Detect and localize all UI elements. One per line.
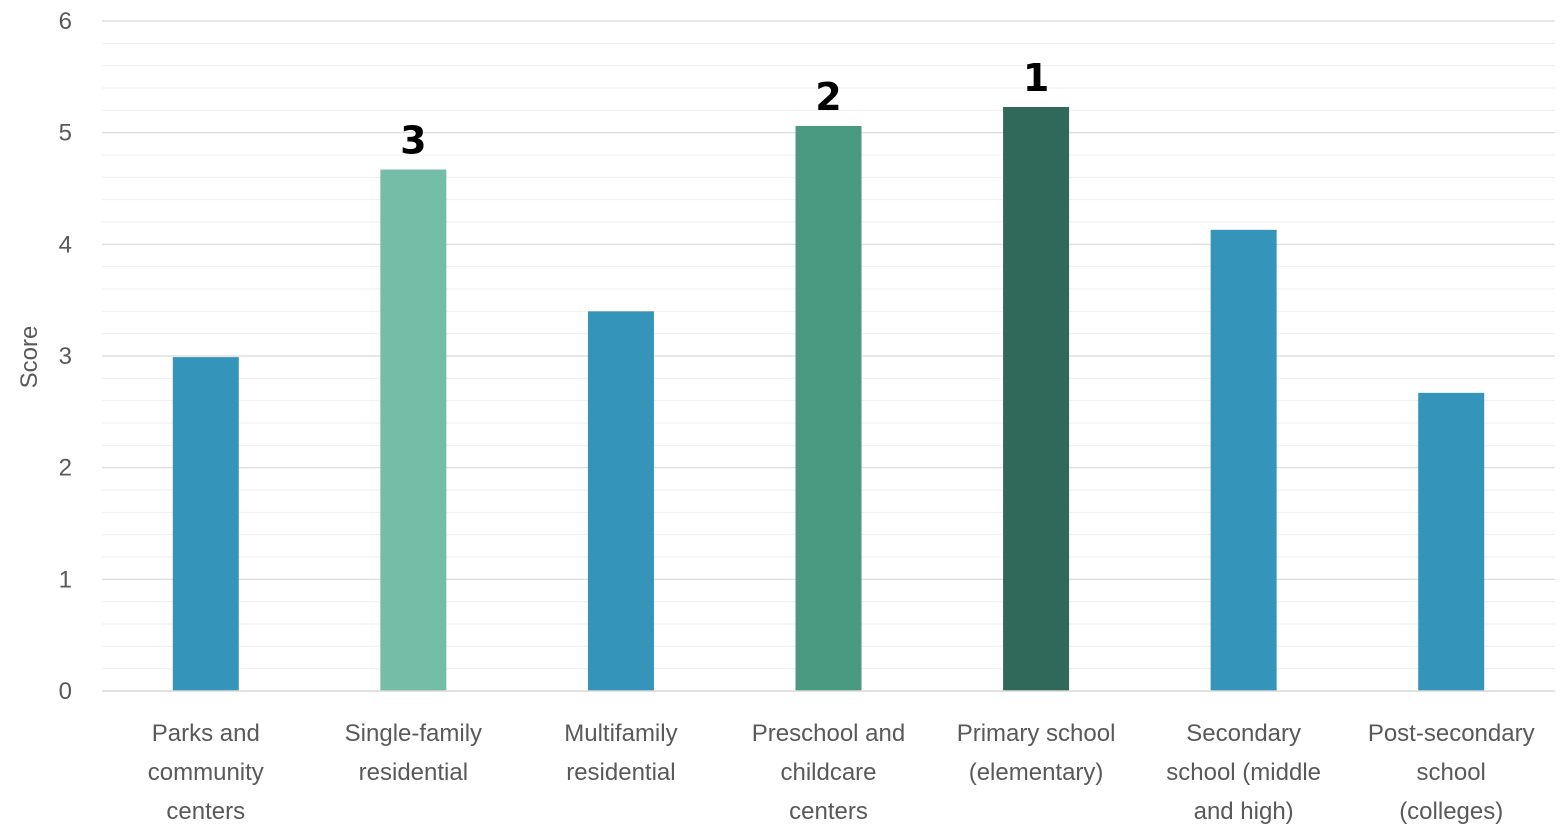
bar xyxy=(795,125,862,691)
rank-label: 1 xyxy=(1023,56,1049,100)
category-label-line: childcare xyxy=(780,759,876,786)
category-label-line: Preschool and xyxy=(752,720,905,747)
rank-label: 2 xyxy=(815,75,841,119)
rank-labels: 3 2 1 xyxy=(400,56,1049,163)
category-label-line: residential xyxy=(359,759,468,786)
y-tick-label: 2 xyxy=(59,455,72,482)
category-label: Primary school (elementary) xyxy=(957,720,1116,786)
category-label: Post-secondary school (colleges) xyxy=(1368,720,1535,825)
y-tick-label: 5 xyxy=(59,120,72,147)
bar xyxy=(380,169,447,691)
category-label-line: (elementary) xyxy=(969,759,1104,786)
category-label: Parks and community centers xyxy=(148,720,264,825)
category-label-line: centers xyxy=(166,798,245,825)
bar xyxy=(1210,229,1277,692)
category-label-line: Single-family xyxy=(345,720,482,747)
category-label: Multifamily residential xyxy=(564,720,677,786)
y-axis-title: Score xyxy=(16,326,43,389)
category-label-line: school xyxy=(1417,759,1486,786)
y-tick-label: 0 xyxy=(59,678,72,705)
bars xyxy=(172,106,1485,692)
category-label-line: Secondary xyxy=(1186,720,1301,747)
category-label: Single-family residential xyxy=(345,720,482,786)
y-tick-label: 3 xyxy=(59,343,72,370)
rank-label: 3 xyxy=(400,119,426,163)
bar xyxy=(1418,392,1485,691)
category-label-line: community xyxy=(148,759,264,786)
category-label-line: Primary school xyxy=(957,720,1116,747)
category-labels: Parks and community centers Single-family re… xyxy=(148,720,1535,825)
category-label-line: centers xyxy=(789,798,868,825)
category-label-line: school (middle xyxy=(1166,759,1321,786)
y-tick-label: 1 xyxy=(59,566,72,593)
bar xyxy=(1003,106,1070,691)
category-label-line: Parks and xyxy=(152,720,260,747)
category-label: Preschool and childcare centers xyxy=(752,720,905,825)
y-tick-label: 4 xyxy=(59,231,72,258)
category-label-line: Multifamily xyxy=(564,720,677,747)
y-axis-ticks: 0 1 2 3 4 5 6 xyxy=(59,8,72,705)
bar xyxy=(172,357,239,691)
bar xyxy=(587,311,654,691)
category-label-line: (colleges) xyxy=(1399,798,1503,825)
category-label-line: and high) xyxy=(1194,798,1294,825)
category-label-line: Post-secondary xyxy=(1368,720,1535,747)
category-label: Secondary school (middle and high) xyxy=(1166,720,1321,825)
y-tick-label: 6 xyxy=(59,8,72,35)
category-label-line: residential xyxy=(566,759,675,786)
